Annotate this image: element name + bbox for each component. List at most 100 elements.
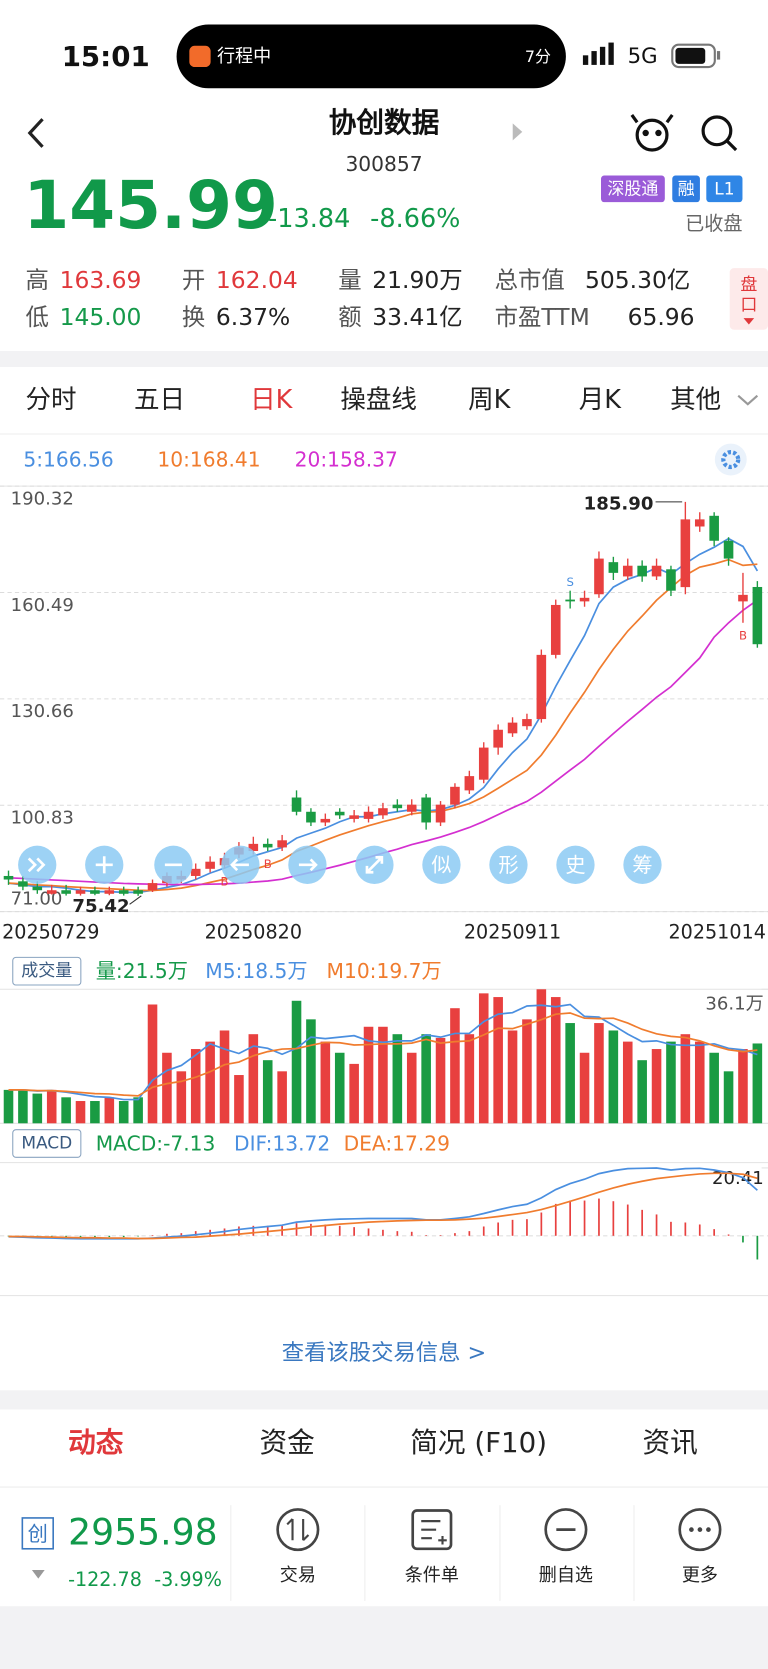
volume-bar — [334, 1052, 345, 1124]
volume-bar — [118, 1101, 129, 1124]
bottom-tab[interactable]: 动态 — [68, 1426, 124, 1459]
trade-info-link[interactable]: 查看该股交易信息 > — [282, 1340, 486, 1366]
volume-bar — [651, 1049, 662, 1124]
y-tick-label: 36.1万 — [705, 994, 763, 1015]
tool-button[interactable] — [422, 845, 461, 884]
tool-label: 史 — [565, 853, 585, 877]
more-chevron[interactable] — [737, 394, 759, 406]
stat-value: 6.37% — [216, 303, 290, 331]
activity-text: 行程中 — [217, 46, 271, 67]
period-tab[interactable]: 操盘线 — [340, 385, 417, 415]
tool-button[interactable] — [556, 845, 595, 884]
volume-bar — [176, 1071, 187, 1124]
tool-label: 似 — [431, 853, 451, 877]
candle-body — [421, 797, 431, 823]
volume-bar — [709, 1052, 719, 1124]
signal: B — [221, 875, 229, 889]
index-toggle[interactable] — [31, 1570, 45, 1579]
volume-bar — [32, 1093, 43, 1124]
badge[interactable] — [600, 175, 665, 203]
action-icon — [411, 1509, 453, 1551]
volume-bar — [3, 1089, 14, 1124]
legend-item: 20:158.37 — [295, 448, 398, 472]
volume-bar — [349, 1063, 359, 1124]
action-label[interactable]: 删自选 — [539, 1565, 593, 1586]
tool-label: 筹 — [632, 853, 652, 877]
period-tab[interactable]: 月K — [579, 385, 623, 415]
battery-level — [675, 47, 706, 64]
activity-time: 7分 — [525, 47, 551, 66]
period-tab[interactable]: 周K — [468, 385, 512, 415]
action-glyph — [706, 1527, 711, 1532]
y-tick-label: 100.83 — [11, 808, 74, 829]
bottom-tab[interactable]: 简况 (F10) — [410, 1426, 547, 1459]
action-label[interactable]: 更多 — [682, 1565, 718, 1586]
x-tick-label: 20250729 — [2, 920, 99, 943]
candle-body — [205, 861, 215, 869]
action-label[interactable]: 条件单 — [405, 1565, 459, 1586]
period-tab[interactable]: 五日 — [134, 385, 185, 415]
bull-icon[interactable] — [630, 113, 674, 152]
next-stock[interactable] — [512, 123, 523, 141]
side-button[interactable] — [729, 268, 768, 330]
tool-button[interactable] — [489, 845, 528, 884]
x-tick-label: 20250911 — [464, 920, 561, 943]
candle-body — [493, 729, 503, 748]
candle-body — [104, 890, 115, 894]
candle-body — [378, 808, 388, 816]
signal: B — [739, 629, 747, 643]
battery — [671, 43, 716, 69]
legend-box-text[interactable]: 成交量 — [21, 961, 72, 981]
volume-bar — [133, 1097, 143, 1124]
volume-bar — [565, 1023, 575, 1124]
legend-box-text[interactable]: MACD — [21, 1134, 72, 1154]
action-label[interactable]: 交易 — [280, 1565, 316, 1586]
volume-ma-line — [8, 1012, 758, 1097]
badge[interactable] — [672, 175, 700, 203]
action-icon — [276, 1508, 320, 1552]
period-tab[interactable]: 其他 — [670, 385, 721, 415]
volume-bar — [406, 1052, 417, 1124]
period-tab[interactable]: 分时 — [26, 385, 77, 415]
separator — [0, 1390, 768, 1410]
status-time: 15:01 — [62, 40, 150, 73]
y-tick-label: 190.32 — [11, 488, 74, 509]
volume-bar — [291, 1000, 302, 1124]
legend-item: 5:166.56 — [23, 448, 113, 472]
volume-bar — [738, 1049, 748, 1124]
volume-bar — [18, 1089, 28, 1124]
candle-body — [277, 840, 287, 848]
search-icon[interactable] — [701, 115, 738, 152]
side-button-arrow — [743, 318, 755, 325]
actions: 交易 条件单 删自选 更多 — [230, 1505, 722, 1601]
action-glyph — [421, 1520, 447, 1545]
stat-label: 开 — [182, 266, 205, 294]
volume-bar — [162, 1052, 172, 1124]
period-tab[interactable]: 日K — [250, 385, 294, 415]
candle-body — [147, 883, 158, 891]
price-change-pct: -8.66% — [370, 204, 460, 234]
tool-button[interactable] — [18, 845, 57, 884]
volume-bar — [637, 1060, 647, 1124]
volume-bar — [147, 1004, 158, 1124]
volume-bar — [378, 1026, 388, 1124]
candle-body — [752, 586, 763, 645]
action-icon — [678, 1508, 722, 1552]
stock-code: 300857 — [345, 152, 422, 176]
y-tick-label: 160.49 — [11, 595, 74, 616]
legend-item: DEA:17.29 — [344, 1132, 450, 1156]
period-tabs: 分时 五日 日K 操盘线 周K 月K 其他 — [26, 385, 722, 415]
dynamic-island[interactable] — [176, 24, 566, 89]
tool-button[interactable] — [623, 845, 662, 884]
badge[interactable] — [706, 175, 743, 203]
volume-bar — [594, 1023, 604, 1124]
bottom-tab[interactable]: 资讯 — [642, 1426, 697, 1459]
volume-bar — [622, 1041, 633, 1124]
bottom-tab[interactable]: 资金 — [260, 1426, 315, 1459]
candle-body — [637, 565, 647, 577]
tool-label: 形 — [498, 853, 518, 877]
back-button[interactable] — [27, 118, 44, 148]
volume-bar — [550, 997, 561, 1124]
settings-button[interactable] — [714, 443, 747, 476]
